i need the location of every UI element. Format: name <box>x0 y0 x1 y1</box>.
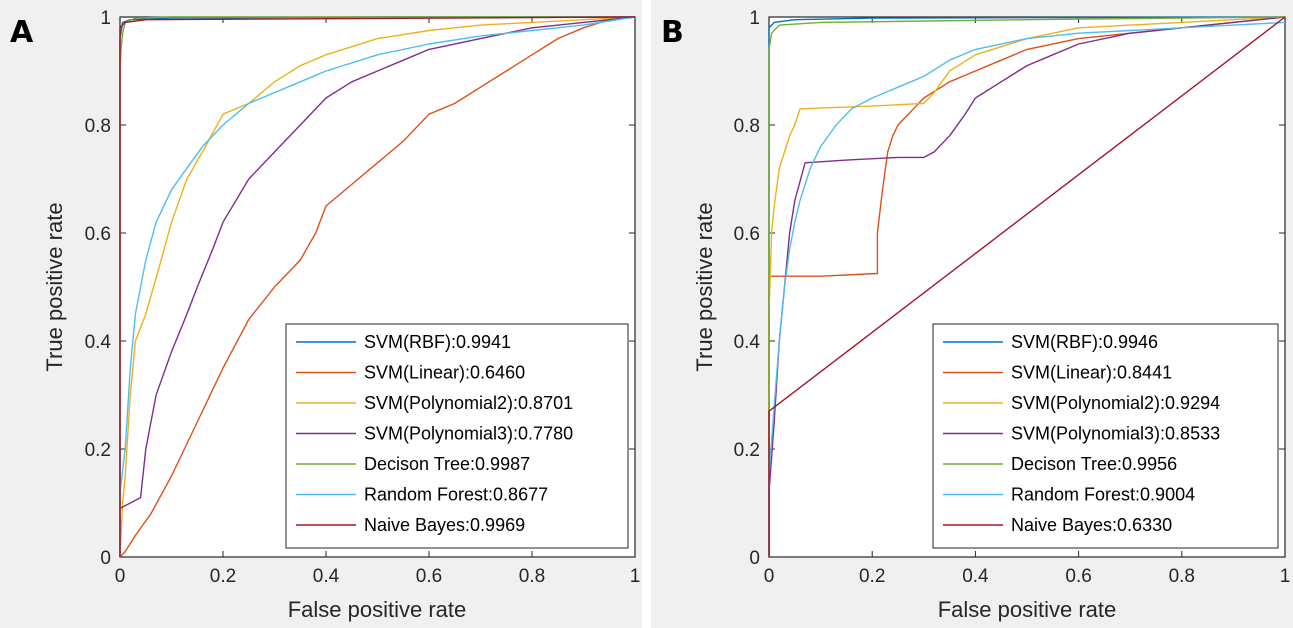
panel-a-legend: SVM(RBF):0.9941 SVM(Linear):0.6460 SVM(Pol… <box>285 323 629 549</box>
panel-a-ytick-label: 0.4 <box>85 332 112 353</box>
panel-b-xlabel: False positive rate <box>938 597 1117 622</box>
panel-b-series-6-line <box>768 16 1286 557</box>
panel-a-xtick-label: 1 <box>630 566 641 587</box>
panel-a-legend-label-5: Random Forest:0.8677 <box>364 485 548 505</box>
panel-a-xtick-label: 0.6 <box>416 566 442 587</box>
panel-b-ytick-label: 0.2 <box>734 440 760 461</box>
panel-a-xtick-label: 0 <box>115 566 126 587</box>
panel-b-xtick-label: 0.8 <box>1169 566 1195 587</box>
panel-b-ytick-label: 0.4 <box>734 332 761 353</box>
panel-a-ytick-label: 1 <box>100 8 111 29</box>
panel-b-series-5-line <box>768 21 1286 557</box>
panel-a-legend-label-1: SVM(Linear):0.6460 <box>364 363 525 383</box>
panel-a-series-2-line <box>119 16 636 558</box>
panel-b-xtick-label: 1 <box>1280 566 1291 587</box>
panel-a-letter: A <box>10 15 34 50</box>
panel-b-legend: SVM(RBF):0.9946 SVM(Linear):0.8441 SVM(Pol… <box>932 323 1279 549</box>
panel-b-ytick-label: 0.6 <box>734 224 760 245</box>
panel-a-series <box>119 16 636 558</box>
panel-b-ytick-label: 0.8 <box>734 116 760 137</box>
panel-b-legend-label-2: SVM(Polynomial2):0.9294 <box>1011 393 1220 413</box>
panel-b-series <box>768 16 1286 557</box>
panel-a-xlabel: False positive rate <box>288 597 467 622</box>
panel-b-legend-label-1: SVM(Linear):0.8441 <box>1011 363 1172 383</box>
panel-b-series-2-line <box>768 16 1286 557</box>
panel-a-series-3-line <box>119 16 636 557</box>
panel-a-ylabel: True positive rate <box>42 202 67 371</box>
panel-b-legend-label-0: SVM(RBF):0.9946 <box>1011 332 1158 352</box>
panel-a-ytick-label: 0.2 <box>85 440 111 461</box>
panel-a-xtick-label: 0.2 <box>210 566 236 587</box>
panel-b-ylabel: True positive rate <box>692 202 717 371</box>
panel-a-legend-label-2: SVM(Polynomial2):0.8701 <box>364 393 573 413</box>
panel-a-legend-label-0: SVM(RBF):0.9941 <box>364 332 511 352</box>
panel-b-series-4-line <box>768 16 1286 557</box>
panel-a-ytick-label: 0.8 <box>85 116 111 137</box>
panel-b-ytick-label: 1 <box>749 8 760 29</box>
panel-b-legend-label-6: Naive Bayes:0.6330 <box>1011 515 1172 535</box>
panel-a-legend-box <box>285 323 629 549</box>
panel-b-xtick-label: 0.4 <box>962 566 989 587</box>
panel-b-legend-label-5: Random Forest:0.9004 <box>1011 485 1195 505</box>
panel-a-series-5-line <box>119 16 636 557</box>
panel-a-series-1-line <box>119 16 636 558</box>
panel-b-ytick-label: 0 <box>749 548 760 569</box>
panel-a: A 0 0.2 0.4 0.6 0.8 1 0 0.2 0.4 0.6 0.8 1 False pos… <box>0 0 642 628</box>
panel-a-series-6-line <box>119 16 636 557</box>
panel-a-ytick-label: 0 <box>100 548 111 569</box>
panel-b-xtick-label: 0.6 <box>1065 566 1091 587</box>
panel-a-legend-label-4: Decison Tree:0.9987 <box>364 454 530 474</box>
panel-b-xtick-label: 0 <box>764 566 775 587</box>
panel-a-legend-label-3: SVM(Polynomial3):0.7780 <box>364 424 573 444</box>
panel-b-legend-box <box>932 323 1279 549</box>
panel-b-xtick-label: 0.2 <box>859 566 885 587</box>
panel-b-legend-label-3: SVM(Polynomial3):0.8533 <box>1011 424 1220 444</box>
panel-a-ticks: 0 0.2 0.4 0.6 0.8 1 0 0.2 0.4 0.6 0.8 1 <box>85 8 641 587</box>
panel-a-legend-label-6: Naive Bayes:0.9969 <box>364 515 525 535</box>
panel-a-xtick-label: 0.4 <box>313 566 340 587</box>
panel-b: B 0 0.2 0.4 0.6 0.8 1 0 0.2 0.4 0.6 0.8 1 False pos… <box>651 0 1293 628</box>
panel-b-ticks: 0 0.2 0.4 0.6 0.8 1 0 0.2 0.4 0.6 0.8 1 <box>734 8 1291 587</box>
panel-a-ytick-label: 0.6 <box>85 224 111 245</box>
panel-a-xtick-label: 0.8 <box>519 566 545 587</box>
panel-b-legend-label-4: Decison Tree:0.9956 <box>1011 454 1177 474</box>
panel-b-letter: B <box>661 15 684 50</box>
